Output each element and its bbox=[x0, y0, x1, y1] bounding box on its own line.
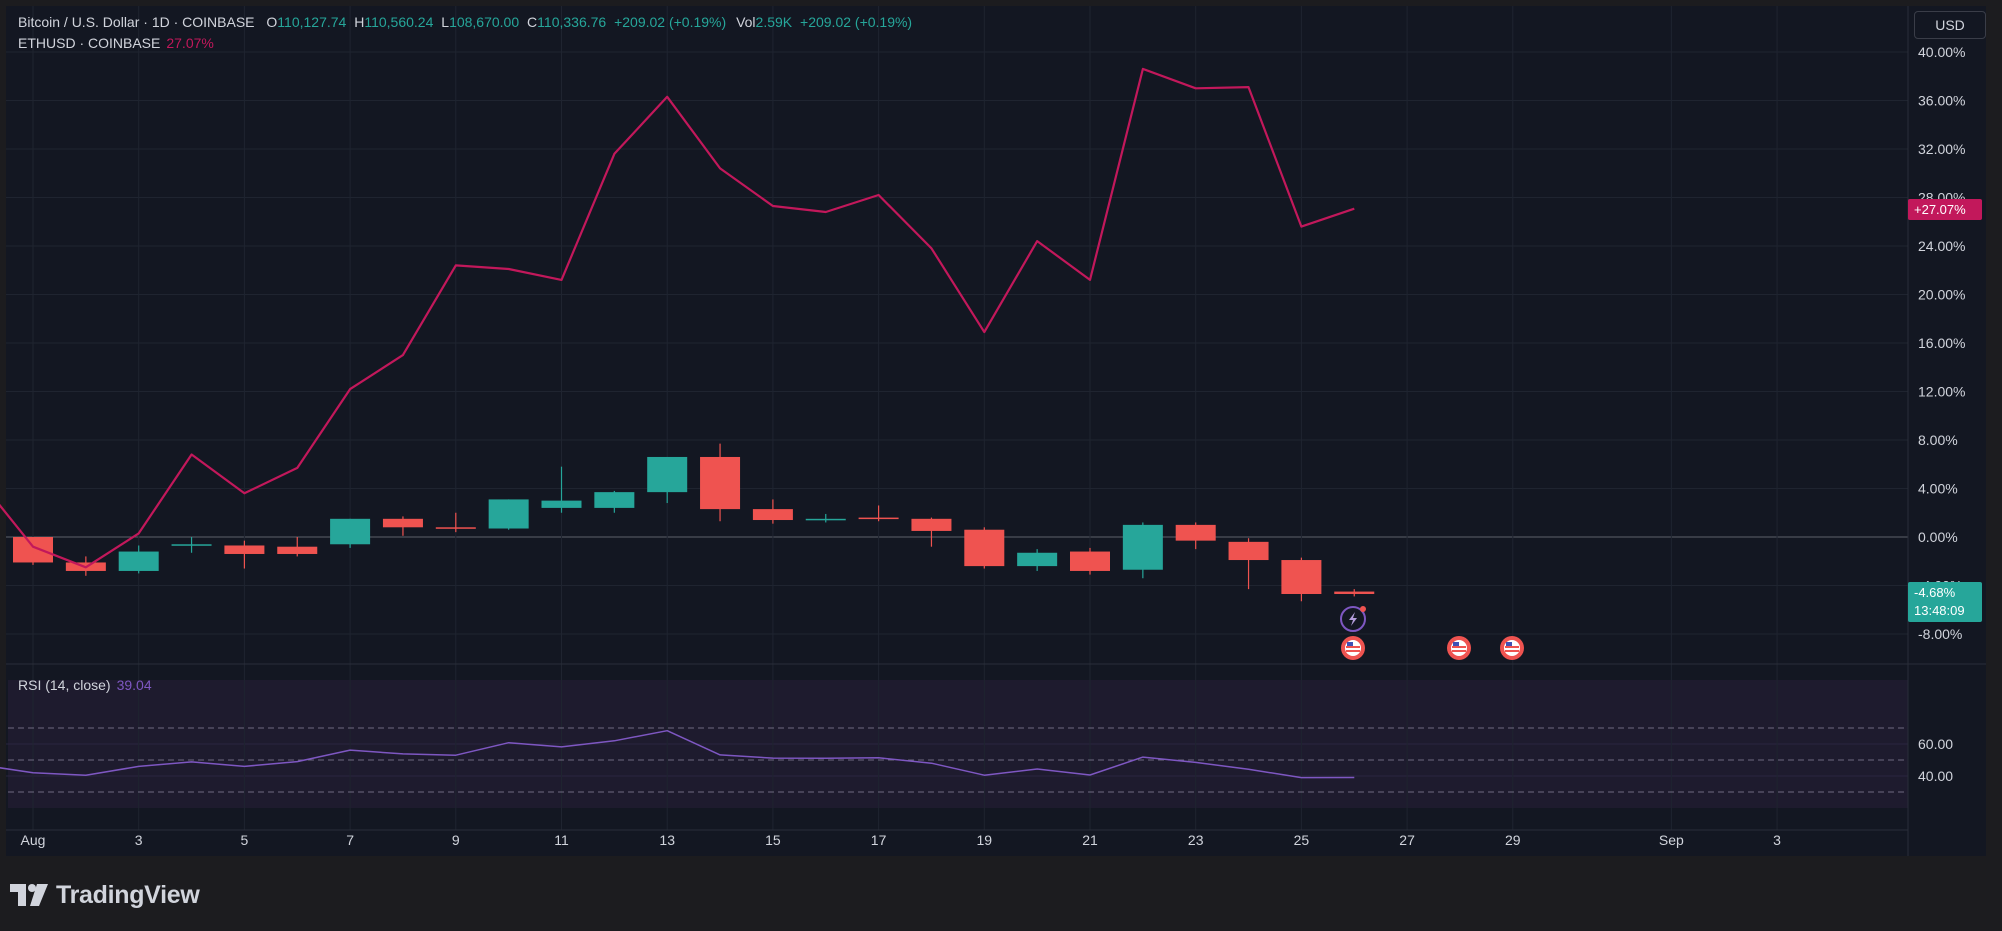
time-tick-label: 25 bbox=[1294, 832, 1310, 848]
grid-lines bbox=[6, 6, 1908, 830]
us-flag-event-icon[interactable] bbox=[1500, 636, 1524, 660]
candle-body[interactable] bbox=[805, 518, 846, 521]
compare-legend[interactable]: ETHUSD · COINBASE 27.07% bbox=[18, 35, 214, 51]
time-tick-label: 3 bbox=[135, 832, 143, 848]
tradingview-brand[interactable]: TradingView bbox=[10, 880, 200, 910]
btc-candles[interactable] bbox=[13, 443, 1375, 602]
rsi-legend[interactable]: RSI (14, close) 39.04 bbox=[18, 677, 152, 693]
candle-body[interactable] bbox=[964, 529, 1005, 567]
candle-body[interactable] bbox=[541, 500, 582, 508]
candle-body[interactable] bbox=[700, 456, 741, 510]
time-tick-label: 7 bbox=[346, 832, 354, 848]
time-tick-label: 9 bbox=[452, 832, 460, 848]
volume-value: 2.59K bbox=[755, 14, 793, 30]
candle-body[interactable] bbox=[752, 509, 793, 521]
price-tick-label: 12.00% bbox=[1918, 383, 1965, 399]
compare-symbol[interactable]: ETHUSD · COINBASE bbox=[18, 35, 161, 51]
time-axis[interactable]: Aug 3 5 7 9 11 13 15 17 19 21 23 25 27 29 Sep 3 bbox=[21, 832, 1782, 848]
candle-body[interactable] bbox=[1228, 541, 1269, 561]
btc-countdown: 13:48:09 bbox=[1914, 603, 1965, 618]
rsi-tick-label: 40.00 bbox=[1918, 768, 1953, 784]
price-tick-label: 40.00% bbox=[1918, 44, 1965, 60]
candle-body[interactable] bbox=[1017, 552, 1058, 567]
time-tick-label: 19 bbox=[977, 832, 993, 848]
time-tick-label: 29 bbox=[1505, 832, 1521, 848]
candle-body[interactable] bbox=[488, 499, 529, 529]
high-value: 110,560.24 bbox=[364, 14, 434, 30]
eth-compare-line[interactable] bbox=[0, 67, 1355, 569]
volume-change: +209.02 (+0.19%) bbox=[800, 14, 913, 30]
time-tick-label: 21 bbox=[1082, 832, 1098, 848]
close-label: C bbox=[527, 14, 538, 30]
open-value: 110,127.74 bbox=[277, 14, 347, 30]
candle-body[interactable] bbox=[118, 551, 159, 571]
tradingview-wordmark: TradingView bbox=[56, 880, 200, 909]
us-flag-event-icon[interactable] bbox=[1447, 636, 1471, 660]
rsi-bands bbox=[8, 727, 1908, 793]
btc-price-pct: -4.68% bbox=[1914, 585, 1956, 600]
close-value: 110,336.76 bbox=[537, 14, 607, 30]
rsi-value: 39.04 bbox=[116, 677, 152, 693]
tradingview-logo-icon bbox=[10, 884, 48, 906]
time-tick-label: 5 bbox=[241, 832, 249, 848]
candle-body[interactable] bbox=[171, 544, 212, 546]
open-label: O bbox=[266, 14, 278, 30]
symbol-legend[interactable]: Bitcoin / U.S. Dollar · 1D · COINBASE O1… bbox=[18, 14, 912, 30]
currency-button[interactable]: USD bbox=[1914, 11, 1986, 39]
compare-value: 27.07% bbox=[166, 35, 214, 51]
candle-body[interactable] bbox=[911, 518, 952, 531]
change-value: +209.02 (+0.19%) bbox=[614, 14, 727, 30]
price-tick-label: 4.00% bbox=[1918, 480, 1958, 496]
time-tick-label: 15 bbox=[765, 832, 781, 848]
lightning-event-icon[interactable] bbox=[1340, 606, 1366, 632]
candle-body[interactable] bbox=[435, 527, 476, 529]
rsi-line[interactable] bbox=[0, 729, 1355, 779]
volume-label: Vol bbox=[736, 14, 756, 30]
price-tick-label: 16.00% bbox=[1918, 335, 1965, 351]
candle-body[interactable] bbox=[594, 492, 635, 508]
candle-body[interactable] bbox=[1281, 560, 1322, 594]
price-tick-label: 24.00% bbox=[1918, 238, 1965, 254]
time-tick-label: 23 bbox=[1188, 832, 1204, 848]
btc-price-tag: -4.68% 13:48:09 bbox=[1908, 582, 1982, 622]
low-label: L bbox=[441, 14, 450, 30]
price-tick-label: 36.00% bbox=[1918, 92, 1965, 108]
symbol-name[interactable]: Bitcoin / U.S. Dollar · 1D · COINBASE bbox=[18, 14, 255, 30]
rsi-name[interactable]: RSI (14, close) bbox=[18, 677, 111, 693]
time-tick-label: Aug bbox=[21, 832, 46, 848]
time-tick-label: 11 bbox=[554, 832, 569, 848]
candle-body[interactable] bbox=[1070, 551, 1110, 571]
candle-body[interactable] bbox=[1122, 524, 1163, 570]
candle-body[interactable] bbox=[277, 546, 318, 554]
time-tick-label: 13 bbox=[659, 832, 675, 848]
price-tick-label: 20.00% bbox=[1918, 286, 1965, 302]
candle-body[interactable] bbox=[647, 456, 688, 493]
price-tick-label: 8.00% bbox=[1918, 432, 1958, 448]
price-tick-label: 32.00% bbox=[1918, 141, 1965, 157]
high-label: H bbox=[354, 14, 365, 30]
price-tick-label: 0.00% bbox=[1918, 529, 1958, 545]
candle-body[interactable] bbox=[1334, 591, 1375, 594]
candle-body[interactable] bbox=[330, 518, 371, 545]
rsi-tick-label: 60.00 bbox=[1918, 736, 1953, 752]
candle-body[interactable] bbox=[224, 545, 265, 554]
candle-body[interactable] bbox=[13, 537, 53, 563]
candle-body[interactable] bbox=[382, 518, 423, 528]
time-tick-label: 17 bbox=[871, 832, 887, 848]
eth-price-tag: +27.07% bbox=[1908, 199, 1982, 220]
time-tick-label: 27 bbox=[1399, 832, 1415, 848]
rsi-axis[interactable]: 60.00 40.00 bbox=[1918, 736, 1953, 784]
time-tick-label: 3 bbox=[1773, 832, 1781, 848]
us-flag-event-icon[interactable] bbox=[1341, 636, 1365, 660]
candle-body[interactable] bbox=[1175, 524, 1216, 541]
candle-body[interactable] bbox=[858, 517, 899, 520]
price-tick-label: -8.00% bbox=[1918, 626, 1962, 642]
time-tick-label: Sep bbox=[1659, 832, 1684, 848]
low-value: 108,670.00 bbox=[449, 14, 520, 30]
